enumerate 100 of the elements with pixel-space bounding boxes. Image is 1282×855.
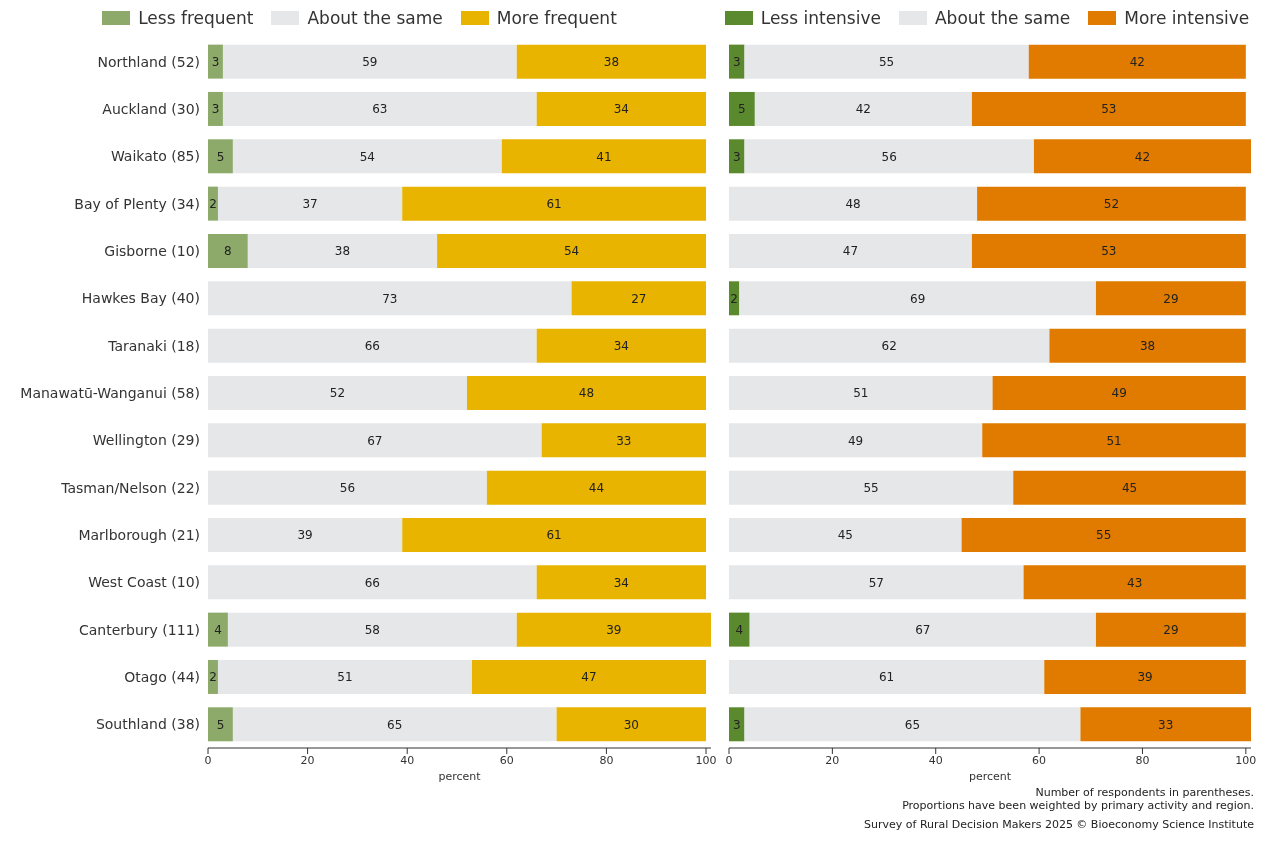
data-label: 59 xyxy=(362,54,378,69)
y-tick-label: Wellington (29) xyxy=(92,432,200,449)
bar xyxy=(729,707,745,742)
data-label: 54 xyxy=(563,244,580,259)
text: Number of respondents in parentheses. xyxy=(1034,786,1254,799)
data-label: 39 xyxy=(297,528,313,543)
data-label: 65 xyxy=(904,717,921,732)
bar xyxy=(729,612,750,647)
bar xyxy=(977,186,1246,221)
bar xyxy=(749,612,1096,647)
data-label: 39 xyxy=(1137,670,1153,685)
bar xyxy=(982,423,1246,458)
bar xyxy=(744,44,1029,79)
data-label: 48 xyxy=(845,196,861,211)
bar xyxy=(739,281,1096,316)
data-label: 37 xyxy=(302,196,318,211)
data-label: 58 xyxy=(364,622,380,637)
data-label: 66 xyxy=(364,338,380,353)
bar xyxy=(471,659,707,694)
bar xyxy=(536,328,707,363)
data-label: 34 xyxy=(613,338,629,353)
bar xyxy=(222,91,537,126)
bar xyxy=(466,375,707,410)
bar xyxy=(227,612,517,647)
bar xyxy=(516,44,707,79)
data-label: 3 xyxy=(211,102,220,117)
data-label: 42 xyxy=(1129,54,1145,69)
data-label: 29 xyxy=(1163,291,1179,306)
data-label: 5 xyxy=(216,717,225,732)
bar xyxy=(729,423,983,458)
data-label: 2 xyxy=(209,670,217,685)
data-label: 73 xyxy=(382,291,398,306)
bar xyxy=(217,659,472,694)
bar xyxy=(1095,612,1246,647)
data-label: 34 xyxy=(613,102,629,117)
data-label: 2 xyxy=(209,196,217,211)
text: Survey of Rural Decision Makers 2025 © Bioeconomy Science Institute xyxy=(863,818,1254,831)
data-label: 38 xyxy=(603,54,620,69)
data-label: 3 xyxy=(732,149,741,164)
x-tick-label: 0 xyxy=(725,753,733,767)
data-label: 27 xyxy=(631,291,647,306)
bar xyxy=(208,44,223,79)
bar xyxy=(536,565,707,600)
y-tick-label: Gisborne (10) xyxy=(104,242,200,259)
data-label: 52 xyxy=(329,386,346,401)
data-label: 43 xyxy=(1127,575,1143,590)
bar xyxy=(208,139,233,174)
data-label: 4 xyxy=(735,622,744,637)
data-label: 56 xyxy=(881,149,897,164)
data-label: 62 xyxy=(881,338,897,353)
y-tick-label: Manawatū-Wanganui (58) xyxy=(20,384,200,401)
data-label: 41 xyxy=(596,149,612,164)
data-label: 30 xyxy=(623,717,639,732)
x-tick-label: 100 xyxy=(695,753,717,767)
data-label: 33 xyxy=(616,433,632,448)
legend-label: Less intensive xyxy=(760,8,881,28)
x-axis-title: percent xyxy=(968,770,1012,783)
legend-label: About the same xyxy=(934,8,1071,28)
bar xyxy=(744,707,1081,742)
data-label: 3 xyxy=(732,717,741,732)
data-label: 65 xyxy=(387,717,403,732)
x-tick-label: 80 xyxy=(1135,753,1150,767)
bar xyxy=(208,375,467,410)
data-label: 3 xyxy=(211,54,220,69)
data-label: 33 xyxy=(1158,717,1174,732)
bar xyxy=(971,233,1246,268)
bar xyxy=(971,91,1246,126)
data-label: 61 xyxy=(546,196,562,211)
bar xyxy=(208,707,233,742)
data-label: 49 xyxy=(1111,386,1127,401)
bar xyxy=(729,470,1014,505)
bar xyxy=(208,659,218,694)
data-label: 69 xyxy=(910,291,926,306)
data-label: 55 xyxy=(878,54,895,69)
bar xyxy=(992,375,1246,410)
legend-label: Less frequent xyxy=(138,8,254,28)
data-label: 45 xyxy=(1121,480,1138,495)
bar xyxy=(402,517,707,552)
bar xyxy=(232,139,502,174)
bar xyxy=(729,517,962,552)
bar xyxy=(729,375,993,410)
text: Proportions have been weighted by primary activity and region. xyxy=(901,799,1254,812)
x-tick-label: 80 xyxy=(599,753,614,767)
x-tick-label: 20 xyxy=(300,753,315,767)
bar xyxy=(437,233,707,268)
bar xyxy=(208,470,487,505)
data-label: 34 xyxy=(613,575,629,590)
y-tick-label: Taranaki (18) xyxy=(107,337,200,354)
data-label: 54 xyxy=(359,149,376,164)
data-label: 47 xyxy=(581,670,597,685)
y-tick-label: Otago (44) xyxy=(124,668,200,685)
x-tick-label: 40 xyxy=(400,753,415,767)
bar xyxy=(961,517,1246,552)
bar xyxy=(1013,470,1246,505)
data-label: 67 xyxy=(915,622,931,637)
data-label: 47 xyxy=(842,244,859,259)
bar xyxy=(729,328,1050,363)
y-tick-label: Marlborough (21) xyxy=(78,526,200,543)
data-label: 44 xyxy=(588,480,605,495)
data-label: 56 xyxy=(339,480,356,495)
